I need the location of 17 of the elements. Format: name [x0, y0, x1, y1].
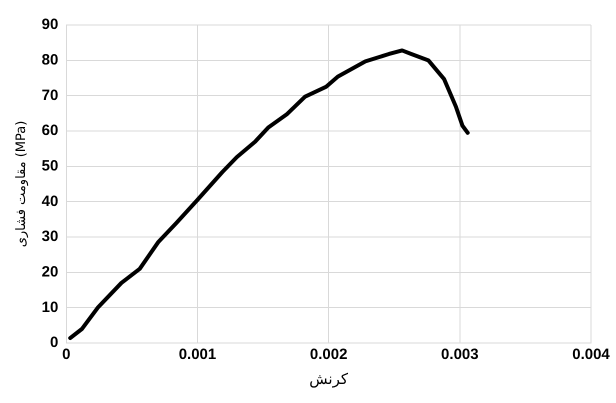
x-tick-label: 0.001 [178, 346, 216, 364]
y-tick-label: 0 [50, 334, 58, 352]
x-axis-title: کرنش [309, 370, 349, 388]
x-tick-label: 0.004 [572, 346, 610, 364]
y-tick-label: 50 [42, 157, 58, 174]
y-tick-label: 20 [42, 263, 58, 280]
y-tick-label: 10 [42, 298, 58, 316]
x-tick-label: 0.002 [310, 346, 348, 364]
y-axis-title: مقاومت فشاری (MPa) [14, 120, 30, 248]
y-tick-label: 40 [42, 192, 58, 210]
y-tick-label: 90 [42, 16, 58, 34]
y-tick-label: 30 [42, 228, 58, 246]
x-tick-label: 0.003 [441, 346, 479, 364]
y-tick-label: 60 [42, 122, 58, 140]
y-tick-label: 70 [42, 86, 58, 104]
x-tick-label: 0 [62, 346, 70, 364]
y-tick-label: 80 [42, 51, 58, 68]
